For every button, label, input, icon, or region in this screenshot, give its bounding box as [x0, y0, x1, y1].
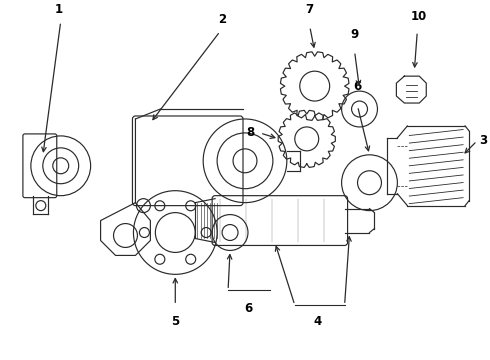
- Text: 6: 6: [353, 80, 362, 93]
- Text: 7: 7: [306, 3, 314, 17]
- Text: 10: 10: [411, 10, 427, 23]
- Text: 5: 5: [171, 315, 179, 328]
- Text: 2: 2: [218, 13, 226, 26]
- Text: 1: 1: [55, 3, 63, 17]
- Text: 9: 9: [350, 28, 359, 41]
- Text: 4: 4: [314, 315, 322, 328]
- Text: 6: 6: [244, 302, 252, 315]
- Text: 8: 8: [246, 126, 255, 139]
- Text: 3: 3: [479, 134, 487, 147]
